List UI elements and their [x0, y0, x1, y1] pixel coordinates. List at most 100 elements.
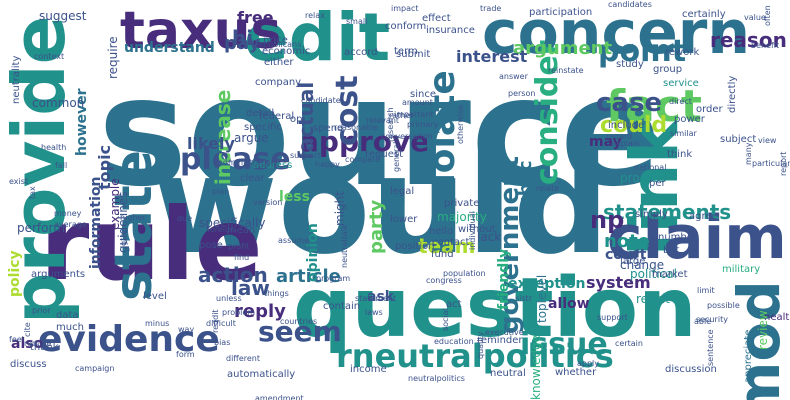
word: contain: [323, 301, 361, 312]
word: bot: [663, 245, 680, 256]
word: direct: [669, 97, 692, 106]
word: relevant: [366, 116, 400, 125]
word: seem: [258, 315, 342, 348]
word: information: [88, 176, 104, 270]
word: directly: [727, 75, 738, 113]
word: spend: [313, 123, 344, 134]
word: thank: [30, 342, 59, 353]
word: due: [177, 214, 193, 223]
word: please: [180, 142, 291, 177]
word: pose: [199, 240, 223, 251]
word: argue: [234, 131, 269, 145]
word: per: [649, 178, 666, 189]
word: profit: [228, 242, 250, 251]
word: support: [597, 313, 628, 322]
word: specifically: [199, 216, 266, 230]
word: policy: [7, 250, 23, 297]
word: laws: [365, 308, 383, 317]
word: appreciate: [743, 329, 754, 383]
word: republicans: [255, 40, 302, 49]
word: order: [696, 104, 723, 115]
word: amount: [402, 98, 433, 107]
word: perform: [17, 221, 65, 235]
word: submit: [396, 49, 431, 60]
word: otherwise: [456, 104, 465, 144]
word: conform: [385, 21, 427, 32]
word: insurance: [426, 25, 475, 36]
word: claim: [607, 203, 787, 273]
word: party: [366, 199, 387, 254]
word: case: [596, 88, 663, 118]
word: court: [605, 247, 647, 263]
word: reminder: [477, 335, 523, 346]
word: request: [365, 149, 404, 160]
word: power: [674, 114, 705, 125]
word: clear: [240, 173, 265, 184]
word: subject: [720, 134, 757, 145]
word: effect: [422, 13, 451, 24]
word: tax: [28, 186, 37, 199]
word: problem: [222, 308, 256, 317]
word: company: [255, 77, 302, 88]
word: mean: [227, 225, 256, 236]
word: security: [696, 315, 728, 324]
word: allow: [548, 296, 590, 312]
word: rneutralpolitics: [336, 337, 614, 375]
word: reduce: [24, 339, 52, 348]
word: process: [620, 171, 667, 185]
word: money: [54, 209, 82, 218]
word: things: [264, 289, 289, 298]
word: similar: [670, 129, 697, 138]
word: value: [744, 13, 766, 22]
word: without: [458, 224, 496, 235]
word: accord: [344, 47, 378, 58]
word: administration: [218, 158, 277, 167]
word: exception: [508, 276, 586, 292]
word: op: [290, 114, 303, 125]
word: also: [11, 336, 44, 352]
word: foreign: [207, 225, 236, 234]
word: reddit: [211, 309, 220, 333]
word: rework: [665, 47, 700, 58]
word: ask: [367, 289, 395, 305]
word: act: [446, 299, 462, 310]
word: view: [758, 136, 777, 145]
word: federal: [259, 111, 295, 122]
word: source: [98, 46, 662, 220]
word: report: [779, 151, 788, 176]
word: regard: [606, 132, 633, 141]
word: neutrality: [11, 55, 22, 104]
word: program: [316, 274, 351, 283]
word: issue: [520, 327, 608, 362]
word: campaign: [75, 364, 115, 373]
word: relate: [536, 184, 560, 193]
word: trade: [480, 4, 502, 13]
word: private: [444, 198, 480, 209]
word: political: [630, 267, 677, 281]
word: team: [418, 234, 476, 258]
word: education: [434, 337, 474, 346]
word: income: [350, 364, 387, 375]
word: level: [143, 291, 167, 302]
word: approve: [300, 125, 430, 158]
word: whether: [555, 367, 597, 378]
word: discuss: [10, 359, 47, 370]
word: able: [694, 317, 712, 326]
word: plan: [212, 187, 230, 196]
word: suggest: [39, 9, 87, 23]
word: detail: [246, 108, 275, 119]
word: certainly: [682, 9, 726, 20]
word: suspect: [290, 151, 321, 160]
word: consider: [530, 40, 565, 185]
word: either: [264, 57, 294, 68]
word: market: [652, 269, 688, 280]
word: happy: [315, 160, 340, 169]
word: price: [263, 35, 288, 46]
word: form: [176, 350, 195, 359]
word: national: [634, 163, 667, 172]
word: study: [616, 59, 644, 70]
word: pay: [224, 33, 261, 54]
word: amendment: [255, 394, 304, 400]
word: relax: [305, 11, 325, 20]
word: version: [253, 198, 283, 207]
